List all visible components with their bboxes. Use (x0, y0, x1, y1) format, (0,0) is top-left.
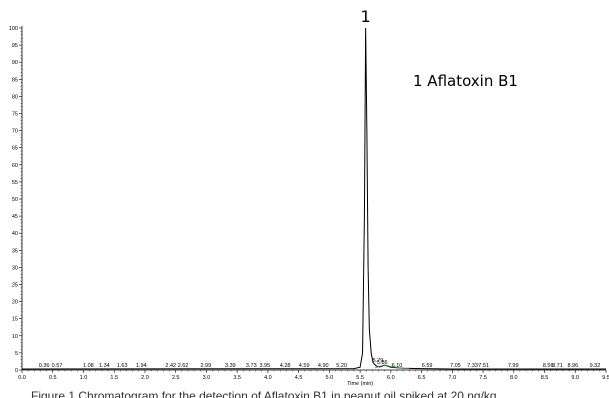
x-tick-label: 7.0 (448, 375, 456, 381)
retention-time-label: 7.33 (467, 363, 478, 369)
y-tick-label: 20 (12, 300, 18, 306)
retention-time-labels: 0.36 0.57 1.08 1.34 1.63 1.94 2.42 2.62 2.99 3.39… (39, 358, 601, 369)
retention-time-label: 5.20 (336, 363, 347, 369)
x-tick-label: 0.0 (18, 375, 26, 381)
x-tick-label: 7.5 (479, 375, 487, 381)
y-tick-label: 55 (12, 180, 18, 186)
retention-time-label: 1.94 (136, 363, 147, 369)
x-tick-label: 2.5 (172, 375, 180, 381)
y-tick-label: 30 (12, 265, 18, 271)
x-axis-label: Time (min) (347, 381, 373, 387)
retention-time-label: 7.51 (478, 363, 489, 369)
x-tick-label: 1.0 (80, 375, 88, 381)
x-tick-label: 6.5 (418, 375, 426, 381)
retention-time-label: 8.96 (567, 363, 578, 369)
retention-time-label: 8.71 (552, 363, 563, 369)
y-tick-label: 10 (12, 334, 18, 340)
x-tick-label: 5.0 (326, 375, 334, 381)
retention-time-label: 3.39 (225, 363, 236, 369)
y-tick-label: 40 (12, 231, 18, 237)
retention-time-label: 7.05 (450, 363, 461, 369)
retention-time-label: 6.59 (422, 363, 433, 369)
y-tick-label: 75 (12, 112, 18, 118)
y-tick-label: 45 (12, 214, 18, 220)
retention-time-label: 2.42 (165, 363, 176, 369)
y-axis: 0 5 10 15 20 25 30 35 40 45 50 55 60 65 70 75 80 85 90 95 10… (9, 26, 23, 374)
retention-time-label: 5.86 (377, 360, 388, 366)
legend-text: 1 Aflatoxin B1 (413, 72, 518, 90)
x-tick-label: 9.0 (571, 375, 579, 381)
x-tick-label: 5.5 (356, 375, 364, 381)
baseline-tail-trace (374, 364, 410, 370)
retention-time-label: 0.36 (39, 363, 50, 369)
x-tick-label: 4.0 (264, 375, 272, 381)
retention-time-label: 5.79 (373, 358, 384, 364)
y-tick-label: 15 (12, 317, 18, 323)
y-tick-label: 5 (15, 351, 18, 357)
x-tick-label: 6.0 (387, 375, 395, 381)
y-tick-label: 90 (12, 60, 18, 66)
retention-time-label: 8.56 (543, 363, 554, 369)
series-layer (21, 27, 606, 370)
retention-time-label: 2.99 (200, 363, 211, 369)
y-tick-label: 50 (12, 197, 18, 203)
x-tick-label: 0.5 (49, 375, 57, 381)
x-tick-label: 8.5 (541, 375, 549, 381)
y-tick-label: 65 (12, 146, 18, 152)
chromatogram-trace (21, 27, 606, 370)
y-tick-label: 35 (12, 248, 18, 254)
x-tick-label: 3.5 (233, 375, 241, 381)
y-tick-label: 95 (12, 43, 18, 49)
y-tick-label: 80 (12, 94, 18, 100)
x-tick-label: 1.5 (110, 375, 118, 381)
y-tick-label: 60 (12, 163, 18, 169)
peak-label: 1 (361, 7, 371, 26)
y-tick-label: 25 (12, 283, 18, 289)
retention-time-label: 1.34 (99, 363, 110, 369)
retention-time-label: 1.63 (117, 363, 128, 369)
x-tick-label: 2.0 (141, 375, 149, 381)
retention-time-label: 4.90 (318, 363, 329, 369)
retention-time-label: 3.95 (259, 363, 270, 369)
x-axis: 0.0 0.5 1.0 1.5 2.0 2.5 3.0 3.5 4.0 4.5 5.0 5.5 6.0 6… (18, 369, 609, 381)
y-tick-label: 70 (12, 129, 18, 135)
retention-time-label: 6.10 (392, 363, 403, 369)
retention-time-label: 4.28 (280, 363, 291, 369)
x-tick-label: 9.5 (602, 375, 609, 381)
retention-time-label: 2.62 (178, 363, 189, 369)
retention-time-label: 1.08 (83, 363, 94, 369)
retention-time-label: 3.73 (246, 363, 257, 369)
y-tick-label: 85 (12, 77, 18, 83)
retention-time-label: 0.57 (52, 363, 63, 369)
figure-caption: Figure 1 Chromatogram for the detection … (31, 389, 497, 398)
retention-time-label: 7.99 (508, 363, 519, 369)
retention-time-label: 4.59 (299, 363, 310, 369)
x-tick-label: 4.5 (295, 375, 303, 381)
retention-time-label: 9.32 (590, 363, 601, 369)
y-tick-label: 0 (15, 368, 18, 374)
x-tick-label: 3.0 (203, 375, 211, 381)
x-tick-label: 8.0 (510, 375, 518, 381)
y-tick-label: 100 (9, 26, 18, 32)
